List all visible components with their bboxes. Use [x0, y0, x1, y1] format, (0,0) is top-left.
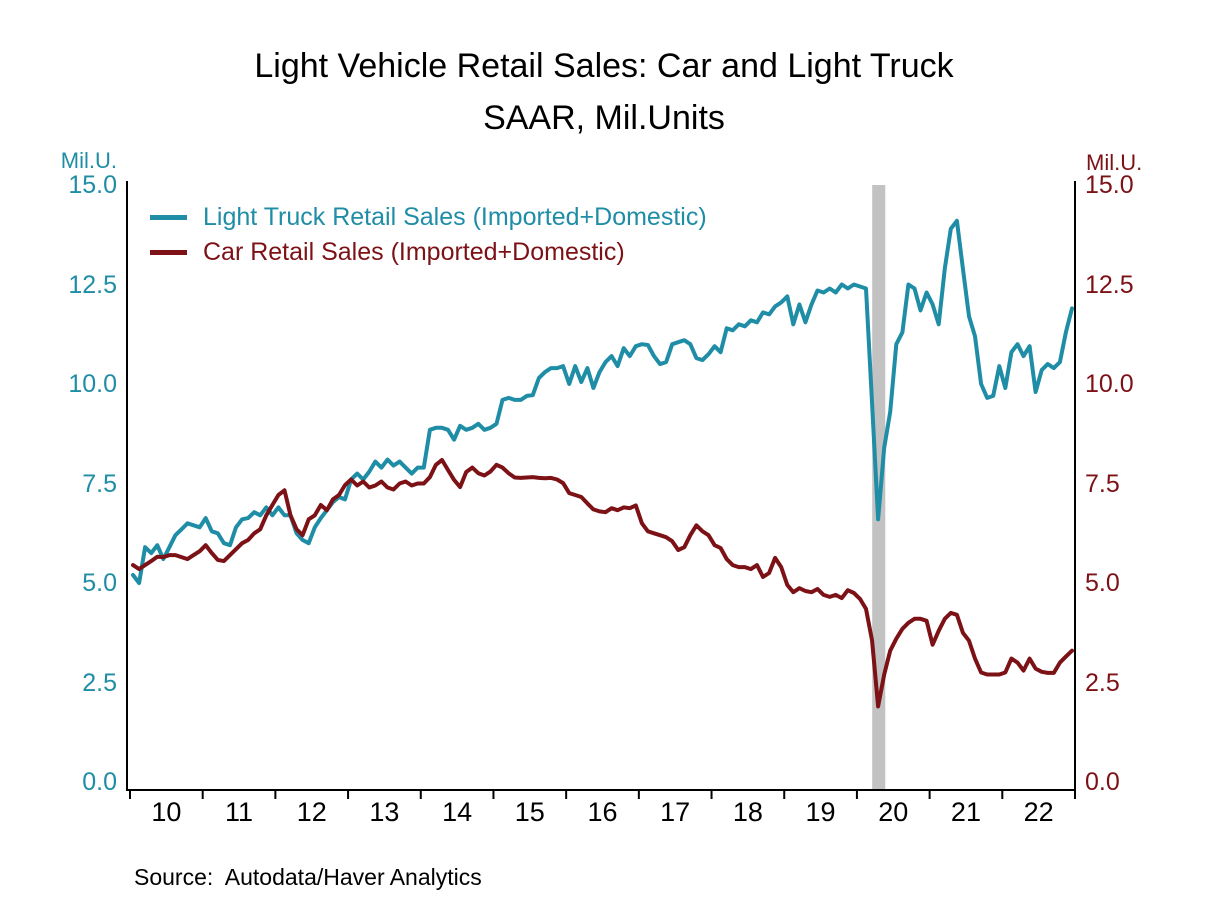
legend-label-light-truck: Light Truck Retail Sales (Imported+Domes… [203, 202, 707, 231]
x-tick-label: 18 [732, 797, 763, 827]
recession-band [872, 185, 886, 790]
x-tick-label: 10 [151, 797, 182, 827]
x-tick-label: 12 [296, 797, 327, 827]
y-tick-label-right: 5.0 [1085, 569, 1120, 597]
y-tick-label-left: 12.5 [68, 270, 117, 299]
source-text: Source: Autodata/Haver Analytics [134, 864, 482, 890]
y-tick-label-left: 7.5 [82, 469, 117, 498]
x-tick-label: 20 [878, 797, 909, 827]
y-tick-label-left: 10.0 [68, 370, 117, 398]
y-tick-label-right: 15.0 [1085, 171, 1134, 199]
x-tick-label: 19 [805, 797, 836, 827]
chart-title-line1: Light Vehicle Retail Sales: Car and Ligh… [254, 47, 954, 85]
legend-item-car: Car Retail Sales (Imported+Domestic) [150, 237, 707, 267]
x-tick-label: 17 [660, 797, 691, 827]
light-truck-series-line [131, 218, 1074, 585]
legend-swatch-light-truck [150, 214, 187, 220]
x-tick-label: 21 [950, 797, 981, 827]
x-tick-label: 15 [514, 797, 545, 827]
x-tick-label: 22 [1023, 797, 1054, 827]
right-axis-unit-label: Mil.U. [1086, 150, 1143, 175]
y-tick-label-right: 2.5 [1085, 668, 1120, 697]
y-tick-label-left: 0.0 [82, 768, 117, 796]
chart-title-line2: SAAR, Mil.Units [483, 99, 725, 137]
x-tick-label: 11 [225, 797, 254, 827]
car-series-line [131, 458, 1074, 709]
left-axis-unit-label: Mil.U. [60, 148, 117, 173]
chart-title: Light Vehicle Retail Sales: Car and Ligh… [0, 40, 1208, 144]
legend-item-light-truck: Light Truck Retail Sales (Imported+Domes… [150, 202, 707, 232]
legend: Light Truck Retail Sales (Imported+Domes… [150, 202, 707, 272]
legend-label-car: Car Retail Sales (Imported+Domestic) [203, 237, 625, 266]
x-tick-label: 16 [587, 797, 618, 827]
y-tick-label-right: 12.5 [1085, 270, 1134, 299]
y-tick-label-left: 2.5 [82, 668, 117, 697]
y-tick-label-right: 0.0 [1085, 768, 1120, 796]
y-tick-label-left: 15.0 [68, 171, 117, 199]
y-tick-label-left: 5.0 [82, 569, 117, 597]
legend-swatch-car [150, 249, 187, 255]
x-tick-label: 13 [369, 797, 400, 827]
y-tick-label-right: 10.0 [1085, 370, 1134, 398]
x-tick-label: 14 [442, 797, 473, 827]
y-tick-label-right: 7.5 [1085, 469, 1120, 498]
